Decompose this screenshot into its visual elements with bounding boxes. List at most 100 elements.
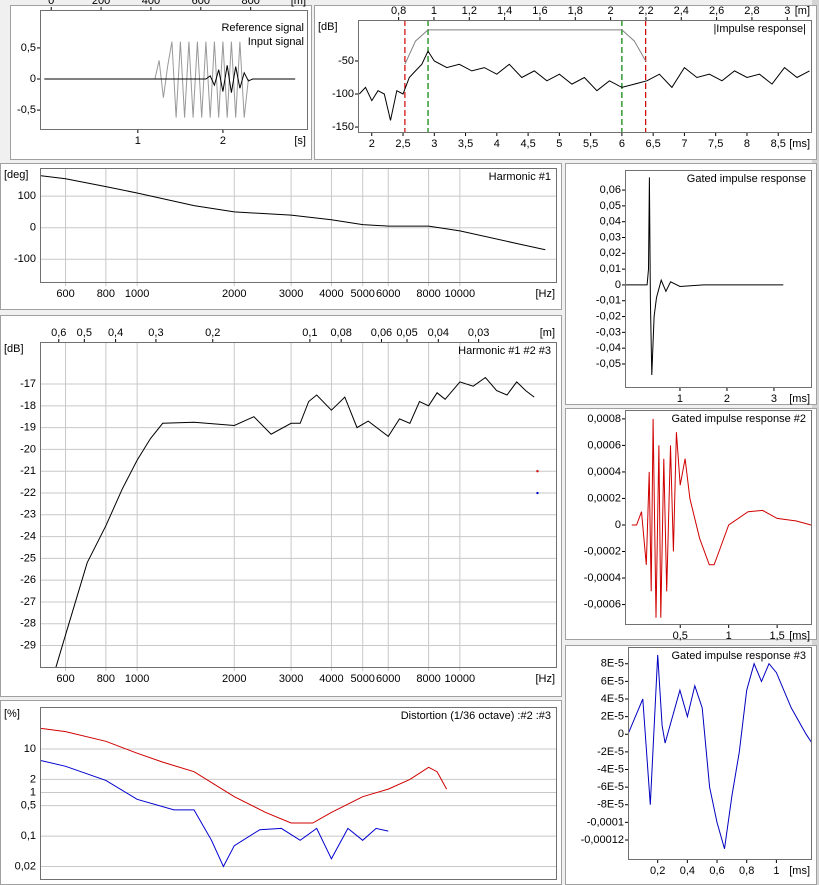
x2-tick-label: 1,8 [568, 5, 583, 17]
x-tick-label: 8000 [416, 288, 440, 300]
y-tick-label: 2 [30, 773, 36, 785]
plot-frame [40, 342, 557, 668]
x2-tick-label: 3 [784, 5, 790, 17]
y-tick-label: -29 [20, 639, 36, 651]
y-tick-label: 0 [30, 222, 36, 234]
plot-area [631, 418, 812, 618]
x2-tick-label: 0,08 [330, 327, 351, 339]
legend-text: :#3 [536, 710, 551, 722]
y-tick-label: 0 [615, 519, 621, 531]
data-point [536, 491, 539, 495]
y-tick-label: -18 [20, 400, 36, 412]
y-tick-label: -6E-5 [597, 781, 624, 793]
x-unit: [ms] [789, 630, 810, 642]
panel [565, 163, 817, 405]
x2-tick-label: 200 [92, 0, 110, 7]
legend-text: |Impulse response| [713, 23, 806, 35]
panel [0, 315, 562, 697]
x-tick-label: 6000 [376, 673, 400, 685]
data-point [536, 470, 539, 473]
x-tick-label: 1,5 [769, 630, 784, 642]
y-tick-label: -24 [20, 531, 36, 543]
x-tick-label: 6000 [376, 288, 400, 300]
x2-tick-label: 0,3 [148, 327, 163, 339]
data-line [154, 41, 249, 118]
y-tick-label: 0,0004 [587, 466, 621, 478]
y-tick-label: -25 [20, 552, 36, 564]
legend-text: Harmonic #1 [458, 345, 520, 357]
x-unit: [ms] [789, 393, 810, 405]
y-tick-label: -17 [20, 378, 36, 390]
legend-text: Distortion (1/36 octave) [401, 710, 515, 722]
x-tick-label: 4000 [319, 288, 343, 300]
x2-tick-label: 600 [192, 0, 210, 7]
x2-tick-label: 0,8 [391, 5, 406, 17]
x-tick-label: 10000 [445, 288, 476, 300]
y-tick-label: 0,5 [21, 800, 36, 812]
x2-unit: [m] [795, 5, 810, 17]
y-tick-label: 4E-5 [601, 693, 624, 705]
x-tick-label: 0,4 [680, 865, 695, 877]
data-line [40, 727, 448, 824]
plot-area [55, 376, 539, 668]
y-tick-label: -0,0001 [587, 816, 624, 828]
y-tick-label: 0 [615, 279, 621, 291]
x-tick-label: 2000 [222, 673, 246, 685]
x-tick-label: 5000 [350, 288, 374, 300]
x-tick-label: 1000 [125, 288, 149, 300]
y-tick-label: 2E-5 [601, 711, 624, 723]
plot-area [358, 20, 810, 133]
y-unit: [dB] [4, 343, 24, 355]
y-tick-label: -2E-5 [597, 746, 624, 758]
x2-unit: [m] [540, 327, 555, 339]
y-tick-label: -0,00012 [581, 834, 624, 846]
legend-text: Gated impulse response #3 [671, 650, 806, 662]
plot-frame [40, 707, 557, 880]
y-tick-label: 0,0008 [587, 413, 621, 425]
x-tick-label: 2 [220, 135, 226, 147]
y-tick-label: -26 [20, 574, 36, 586]
x2-tick-label: 0,06 [371, 327, 392, 339]
y-tick-label: -50 [338, 55, 354, 67]
data-line [40, 175, 546, 251]
data-line [404, 29, 647, 65]
plot-area [40, 175, 546, 251]
y-tick-label: -27 [20, 596, 36, 608]
x-tick-label: 0,8 [739, 865, 754, 877]
y-tick-label: -4E-5 [597, 763, 624, 775]
x-tick-label: 2 [369, 138, 375, 150]
x2-tick-label: 0 [48, 0, 54, 7]
y-tick-label: -8E-5 [597, 799, 624, 811]
x2-tick-label: 0,03 [468, 327, 489, 339]
y-tick-label: -22 [20, 487, 36, 499]
x-unit: [ms] [789, 865, 810, 877]
data-line [628, 654, 812, 849]
x2-tick-label: 2,8 [744, 5, 759, 17]
x2-tick-label: 0,4 [108, 327, 123, 339]
legend-text: Gated impulse response [687, 173, 806, 185]
x-tick-label: 1000 [125, 673, 149, 685]
x2-tick-label: 1,4 [497, 5, 512, 17]
y-tick-label: -0,03 [596, 326, 621, 338]
y-tick-label: -100 [14, 253, 36, 265]
x-tick-label: 5 [556, 138, 562, 150]
plot-area [625, 177, 784, 376]
plot-frame [40, 10, 308, 130]
legend-text: Harmonic #1 [489, 171, 551, 183]
legend-text: Gated impulse response #2 [671, 413, 806, 425]
x2-tick-label: 0,05 [396, 327, 417, 339]
plot-frame [625, 410, 812, 625]
x-tick-label: 600 [56, 673, 74, 685]
x-tick-label: 4000 [319, 673, 343, 685]
x2-tick-label: 800 [241, 0, 259, 7]
plot-frame [625, 170, 812, 388]
x2-tick-label: 2,4 [674, 5, 689, 17]
x-tick-label: 4,5 [520, 138, 535, 150]
y-tick-label: 0,01 [600, 263, 621, 275]
y-tick-label: -0,0006 [584, 598, 621, 610]
y-tick-label: -0,01 [596, 295, 621, 307]
y-tick-label: 0,02 [15, 860, 36, 872]
x-tick-label: 1 [726, 630, 732, 642]
y-tick-label: -23 [20, 509, 36, 521]
